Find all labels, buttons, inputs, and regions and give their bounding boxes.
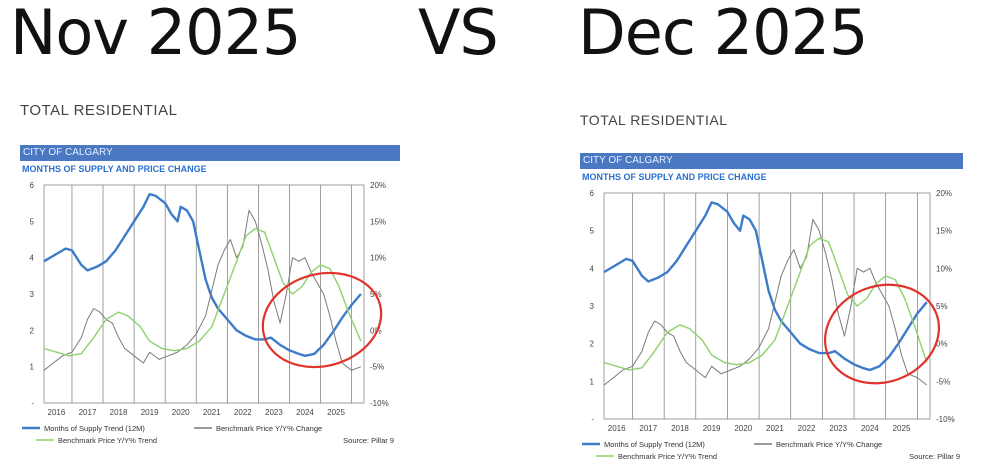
y-right-tick-label: -5% [936, 377, 950, 386]
y-left-tick-label: - [591, 415, 594, 424]
legend-label: Months of Supply Trend (12M) [44, 424, 145, 433]
y-right-tick-label: 15% [370, 217, 386, 226]
series-line [603, 218, 928, 386]
y-right-tick-label: 10% [370, 254, 386, 263]
chart-subtitle: MONTHS OF SUPPLY AND PRICE CHANGE [22, 164, 207, 174]
annotation-circle [823, 283, 941, 385]
city-bar: CITY OF CALGARY [20, 145, 400, 161]
source-label: Source: Pillar 9 [909, 452, 960, 461]
y-left-tick-label: 5 [590, 227, 595, 236]
x-tick-label: 2019 [703, 424, 721, 433]
x-tick-label: 2025 [327, 408, 345, 417]
headline-left: Nov 2025 [10, 0, 301, 69]
x-tick-label: 2022 [798, 424, 816, 433]
y-left-tick-label: 2 [30, 326, 35, 335]
y-left-tick-label: - [31, 399, 34, 408]
x-tick-label: 2017 [639, 424, 657, 433]
chart-panel-dec: TOTAL RESIDENTIAL CITY OF CALGARY MONTHS… [580, 108, 970, 468]
legend-label: Benchmark Price Y/Y% Change [216, 424, 322, 433]
series-line [43, 209, 362, 371]
y-left-tick-label: 1 [590, 377, 595, 386]
x-tick-label: 2020 [734, 424, 752, 433]
x-tick-label: 2025 [893, 424, 911, 433]
y-right-tick-label: -10% [370, 399, 389, 408]
y-right-tick-label: -5% [370, 363, 384, 372]
legend-label: Benchmark Price Y/Y% Change [776, 440, 882, 449]
y-right-tick-label: 20% [936, 189, 952, 198]
x-tick-label: 2019 [141, 408, 159, 417]
section-title: TOTAL RESIDENTIAL [580, 112, 728, 128]
plot-frame [603, 192, 931, 420]
annotation-circle [261, 271, 383, 369]
x-tick-label: 2023 [265, 408, 283, 417]
y-right-tick-label: 0% [936, 340, 948, 349]
y-left-tick-label: 6 [30, 181, 35, 190]
x-tick-label: 2022 [234, 408, 252, 417]
y-right-tick-label: 0% [370, 326, 382, 335]
x-tick-label: 2021 [766, 424, 784, 433]
city-bar: CITY OF CALGARY [580, 153, 963, 169]
y-left-tick-label: 4 [30, 254, 35, 263]
series-line [603, 201, 928, 372]
y-right-tick-label: 10% [936, 264, 952, 273]
chart-subtitle: MONTHS OF SUPPLY AND PRICE CHANGE [582, 172, 767, 182]
y-right-tick-label: 5% [936, 302, 948, 311]
plot-frame [43, 184, 365, 404]
x-tick-label: 2016 [608, 424, 626, 433]
x-tick-label: 2020 [172, 408, 190, 417]
section-title: TOTAL RESIDENTIAL [20, 102, 178, 119]
source-label: Source: Pillar 9 [343, 436, 394, 445]
headline-right: Dec 2025 [578, 0, 868, 69]
x-tick-label: 2024 [296, 408, 314, 417]
y-right-tick-label: 20% [370, 181, 386, 190]
y-left-tick-label: 3 [30, 290, 35, 299]
y-left-tick-label: 4 [590, 264, 595, 273]
chart-svg: 2016 2017 2018 2019 2020 2021 2022 2023 2024 2025… [582, 189, 960, 461]
x-tick-label: 2017 [79, 408, 97, 417]
x-tick-label: 2024 [861, 424, 879, 433]
y-right-tick-label: 15% [936, 227, 952, 236]
y-right-tick-label: -10% [936, 415, 955, 424]
series-line [43, 192, 362, 357]
y-left-tick-label: 1 [30, 363, 35, 372]
series-line [43, 227, 362, 357]
legend-label: Benchmark Price Y/Y% Trend [58, 436, 157, 445]
legend-label: Months of Supply Trend (12M) [604, 440, 705, 449]
y-left-tick-label: 6 [590, 189, 595, 198]
x-tick-label: 2023 [829, 424, 847, 433]
x-tick-label: 2018 [110, 408, 128, 417]
headline-vs: VS [418, 0, 499, 69]
y-left-tick-label: 3 [590, 302, 595, 311]
x-tick-label: 2018 [671, 424, 689, 433]
series-line [603, 237, 928, 371]
x-tick-label: 2021 [203, 408, 221, 417]
y-left-tick-label: 5 [30, 217, 35, 226]
legend-label: Benchmark Price Y/Y% Trend [618, 452, 717, 461]
y-left-tick-label: 2 [590, 340, 595, 349]
chart-svg: 2016 2017 2018 2019 2020 2021 2022 2023 2024 2025… [22, 181, 394, 445]
x-tick-label: 2016 [48, 408, 66, 417]
chart-panel-nov: TOTAL RESIDENTIAL CITY OF CALGARY MONTHS… [20, 100, 405, 460]
